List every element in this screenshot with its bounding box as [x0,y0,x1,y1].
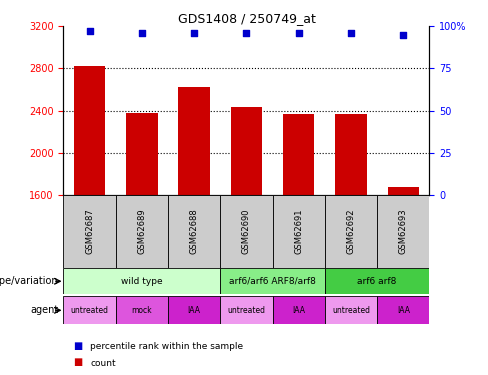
Point [399,32,407,38]
Title: GDS1408 / 250749_at: GDS1408 / 250749_at [178,12,315,25]
Text: GSM62692: GSM62692 [346,209,356,254]
Text: GSM62689: GSM62689 [137,209,146,254]
Bar [377,195,429,268]
Text: IAA: IAA [397,306,410,315]
Bar [74,66,105,195]
Bar [168,296,220,324]
Bar [325,296,377,324]
Bar [273,296,325,324]
Bar [168,195,220,268]
Bar [220,296,273,324]
Text: ■: ■ [73,357,82,368]
Bar [63,195,116,268]
Text: arf6/arf6 ARF8/arf8: arf6/arf6 ARF8/arf8 [229,277,316,286]
Text: genotype/variation: genotype/variation [0,276,59,286]
Point [138,30,146,36]
Point [86,28,94,34]
Bar [231,108,262,195]
Bar [283,114,314,195]
Text: untreated: untreated [332,306,370,315]
Bar [325,195,377,268]
Bar [116,296,168,324]
Point [347,30,355,36]
Text: percentile rank within the sample: percentile rank within the sample [90,342,244,351]
Bar [116,195,168,268]
Bar [377,296,429,324]
Text: GSM62687: GSM62687 [85,209,94,254]
Text: arf6 arf8: arf6 arf8 [358,277,397,286]
Bar [126,113,158,195]
Text: count: count [90,358,116,368]
Bar [387,187,419,195]
Bar [220,195,273,268]
Bar [335,114,366,195]
Text: IAA: IAA [292,306,305,315]
Text: GSM62691: GSM62691 [294,209,303,254]
Text: GSM62688: GSM62688 [190,209,199,254]
Text: mock: mock [132,306,152,315]
Bar [179,87,210,195]
Text: IAA: IAA [188,306,201,315]
Text: untreated: untreated [227,306,265,315]
Text: ■: ■ [73,340,82,351]
Bar [273,195,325,268]
Text: wild type: wild type [121,277,163,286]
Text: GSM62690: GSM62690 [242,209,251,254]
Bar [325,268,429,294]
Point [295,30,303,36]
Text: agent: agent [30,305,59,315]
Text: untreated: untreated [71,306,109,315]
Bar [63,296,116,324]
Text: GSM62693: GSM62693 [399,209,408,254]
Bar [220,268,325,294]
Point [190,30,198,36]
Bar [63,268,220,294]
Point [243,30,250,36]
